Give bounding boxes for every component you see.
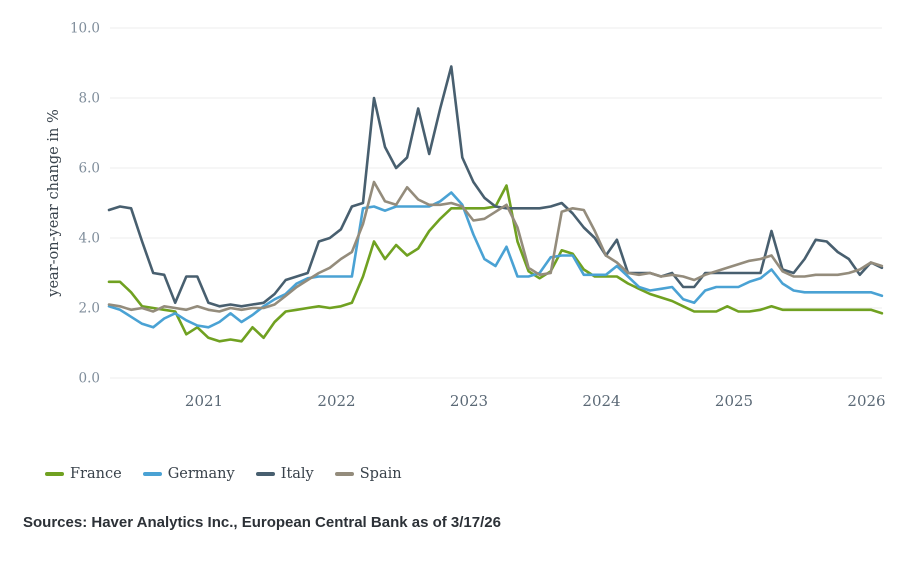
series-line-italy <box>107 65 884 308</box>
y-tick-label: 6.0 <box>79 161 100 177</box>
line-chart-canvas: 0.0 2.0 4.0 6.0 8.0 10.0 2021 2022 2023 2024 2025 2… <box>46 21 886 411</box>
series-line-germany <box>107 191 884 329</box>
legend-label: Italy <box>280 466 314 482</box>
y-tick-label: 10.0 <box>70 21 100 37</box>
legend-label: Germany <box>167 466 235 482</box>
y-tick-label: 4.0 <box>79 231 100 247</box>
legend-swatch-italy <box>255 472 275 476</box>
legend-item-italy: Italy <box>255 466 314 482</box>
legend-swatch-spain <box>334 472 354 476</box>
legend-item-germany: Germany <box>142 466 235 482</box>
chart-legend: France Germany Italy Spain <box>45 466 402 482</box>
x-tick-label: 2022 <box>317 392 355 410</box>
sources-note: Sources: Haver Analytics Inc., European … <box>23 514 501 531</box>
legend-label: France <box>70 466 122 482</box>
legend-swatch-germany <box>142 472 162 476</box>
y-tick-label: 0.0 <box>79 371 100 387</box>
x-tick-label: 2026 <box>847 392 885 410</box>
legend-swatch-france <box>45 472 64 476</box>
legend-label: Spain <box>359 466 402 482</box>
y-axis-title: year-on-year change in % <box>46 109 62 297</box>
y-tick-label: 2.0 <box>79 301 100 317</box>
y-tick-label: 8.0 <box>79 91 100 107</box>
x-tick-label: 2021 <box>185 392 223 410</box>
x-tick-label: 2023 <box>450 392 488 410</box>
legend-item-france: France <box>45 466 122 482</box>
x-tick-label: 2024 <box>582 392 620 410</box>
x-tick-label: 2025 <box>715 392 753 410</box>
legend-item-spain: Spain <box>334 466 402 482</box>
series-line-spain <box>107 180 884 313</box>
